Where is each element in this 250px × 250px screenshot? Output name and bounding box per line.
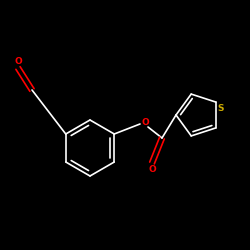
Text: S: S bbox=[217, 104, 224, 113]
Text: O: O bbox=[148, 166, 156, 174]
Text: O: O bbox=[141, 118, 149, 127]
Text: O: O bbox=[14, 56, 22, 66]
